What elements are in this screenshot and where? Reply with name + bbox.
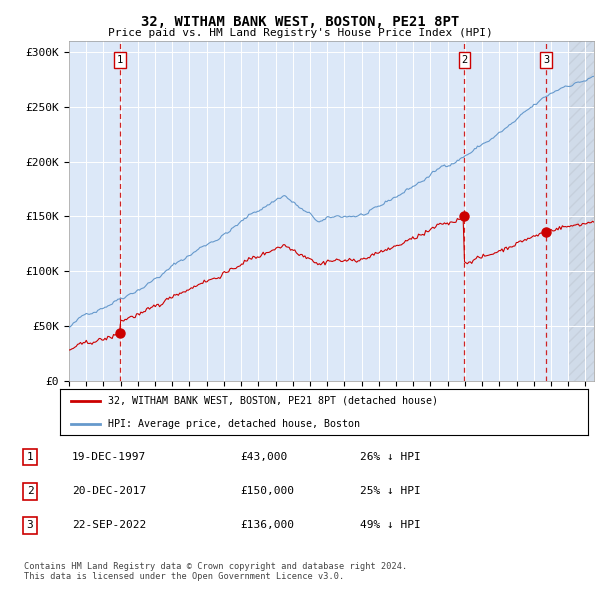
Text: Contains HM Land Registry data © Crown copyright and database right 2024.
This d: Contains HM Land Registry data © Crown c… <box>24 562 407 581</box>
Text: 32, WITHAM BANK WEST, BOSTON, PE21 8PT (detached house): 32, WITHAM BANK WEST, BOSTON, PE21 8PT (… <box>107 396 437 406</box>
Text: Price paid vs. HM Land Registry's House Price Index (HPI): Price paid vs. HM Land Registry's House … <box>107 28 493 38</box>
Text: 3: 3 <box>543 55 549 65</box>
Text: 1: 1 <box>117 55 123 65</box>
Text: 3: 3 <box>26 520 34 530</box>
Text: 2: 2 <box>26 486 34 496</box>
Text: 19-DEC-1997: 19-DEC-1997 <box>72 452 146 462</box>
Text: 26% ↓ HPI: 26% ↓ HPI <box>360 452 421 462</box>
Text: £43,000: £43,000 <box>240 452 287 462</box>
Text: HPI: Average price, detached house, Boston: HPI: Average price, detached house, Bost… <box>107 419 359 429</box>
Text: 22-SEP-2022: 22-SEP-2022 <box>72 520 146 530</box>
Text: 32, WITHAM BANK WEST, BOSTON, PE21 8PT: 32, WITHAM BANK WEST, BOSTON, PE21 8PT <box>141 15 459 29</box>
Text: £150,000: £150,000 <box>240 486 294 496</box>
Text: £136,000: £136,000 <box>240 520 294 530</box>
Text: 2: 2 <box>461 55 467 65</box>
Text: 25% ↓ HPI: 25% ↓ HPI <box>360 486 421 496</box>
Text: 1: 1 <box>26 452 34 462</box>
Bar <box>568 41 594 381</box>
Text: 49% ↓ HPI: 49% ↓ HPI <box>360 520 421 530</box>
Text: 20-DEC-2017: 20-DEC-2017 <box>72 486 146 496</box>
